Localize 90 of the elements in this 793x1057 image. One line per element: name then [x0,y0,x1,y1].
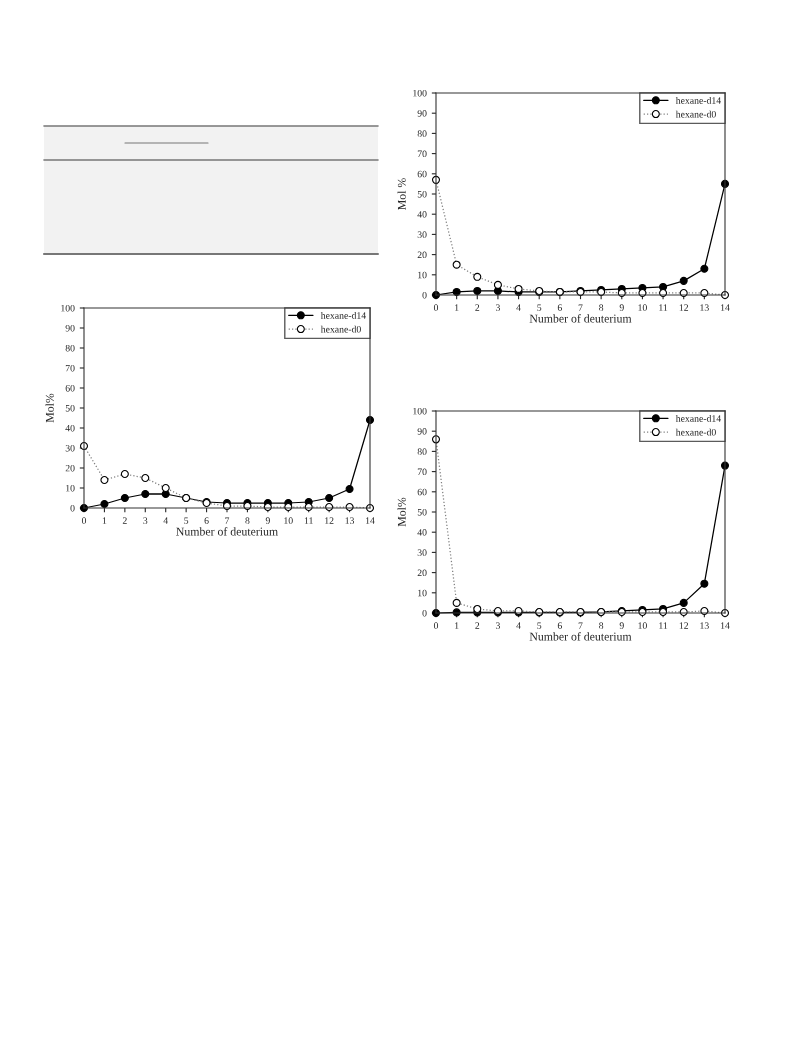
x-tick-label: 11 [304,517,313,524]
x-tick-label: 5 [537,622,542,629]
y-tick-label: 100 [413,407,427,415]
x-tick-label: 1 [455,304,459,311]
x-tick-label: 1 [455,622,459,629]
y-tick-label: 90 [65,324,75,332]
x-tick-label: 0 [81,517,87,524]
x-tick-label: 12 [325,517,334,524]
y-tick-label: 80 [417,448,427,455]
y-tick-label: 20 [417,251,427,259]
x-axis-title: Number of deuterium [529,632,632,641]
x-tick-label: 8 [599,622,604,629]
x-tick-label: 5 [184,517,189,524]
y-tick-label: 0 [422,291,427,299]
x-tick-label: 14 [720,622,730,629]
x-tick-label: 6 [557,304,562,311]
y-tick-label: 60 [65,384,75,392]
x-tick-label: 5 [537,304,542,311]
x-tick-label: 7 [578,622,583,629]
y-axis-title: Mol % [397,178,406,210]
y-tick-label: 10 [66,484,75,492]
x-tick-label: 3 [495,304,500,311]
y-tick-label: 60 [417,488,427,496]
legend-label: hexane-d0 [675,428,716,436]
y-tick-label: 30 [65,444,75,452]
x-tick-label: 9 [619,622,624,629]
legend-label: hexane-d0 [675,110,716,118]
x-tick-label: 3 [495,622,500,629]
y-tick-label: 40 [65,424,75,432]
x-tick-label: 0 [433,304,439,311]
x-tick-label: 11 [659,622,668,629]
x-tick-label: 1 [102,517,107,524]
y-tick-label: 40 [417,529,427,536]
y-tick-label: 50 [65,404,75,412]
x-tick-label: 2 [475,304,480,311]
x-tick-label: 9 [619,304,624,311]
x-tick-label: 10 [638,304,647,311]
x-tick-label: 7 [578,304,583,311]
y-tick-label: 70 [417,150,427,158]
x-tick-label: 8 [599,304,604,311]
y-tick-label: 90 [417,110,427,117]
x-tick-label: 3 [143,517,148,524]
y-axis-title: Mol% [45,393,54,423]
y-tick-label: 70 [65,364,75,372]
legend-label: hexane-d14 [675,414,721,422]
y-tick-label: 0 [422,609,427,617]
legend-label: hexane-d14 [675,96,721,104]
x-tick-label: 14 [365,517,375,524]
y-tick-label: 90 [417,428,427,435]
y-tick-label: 100 [413,89,427,97]
x-tick-label: 2 [475,622,480,629]
x-tick-label: 8 [245,517,250,524]
x-tick-label: 4 [516,304,521,311]
y-tick-label: 0 [70,504,75,512]
x-tick-label: 2 [122,517,127,524]
y-axis-title: Mol% [397,497,406,527]
x-tick-label: 10 [284,517,293,524]
y-tick-label: 20 [417,569,427,577]
y-tick-label: 50 [417,508,427,516]
y-tick-label: 80 [417,130,427,137]
x-tick-label: 10 [638,622,647,629]
x-tick-label: 6 [557,622,562,629]
legend-label: hexane-d14 [320,311,366,319]
y-tick-label: 50 [417,190,427,198]
x-tick-label: 9 [265,517,270,524]
x-tick-label: 4 [516,622,521,629]
x-axis-title: Number of deuterium [176,527,278,536]
y-tick-label: 10 [418,589,427,597]
x-tick-label: 12 [679,622,689,629]
x-tick-label: 4 [163,517,168,524]
y-tick-label: 70 [417,468,427,476]
x-tick-label: 14 [720,304,730,311]
x-tick-label: 6 [204,517,209,524]
y-tick-label: 30 [417,231,427,238]
y-tick-label: 60 [417,170,427,178]
y-tick-label: 30 [417,549,427,556]
legend-label: hexane-d0 [320,325,361,333]
x-tick-label: 12 [679,304,689,311]
x-tick-label: 11 [659,304,668,311]
x-tick-label: 7 [225,517,230,524]
x-tick-label: 0 [433,622,439,629]
x-tick-label: 13 [345,517,355,524]
x-axis-title: Number of deuterium [529,314,632,323]
x-tick-label: 13 [700,304,709,311]
y-tick-label: 100 [61,304,75,312]
y-tick-label: 80 [65,344,75,352]
x-tick-label: 13 [700,622,709,629]
y-tick-label: 10 [418,271,427,279]
y-tick-label: 20 [65,464,75,472]
y-tick-label: 40 [417,211,427,218]
